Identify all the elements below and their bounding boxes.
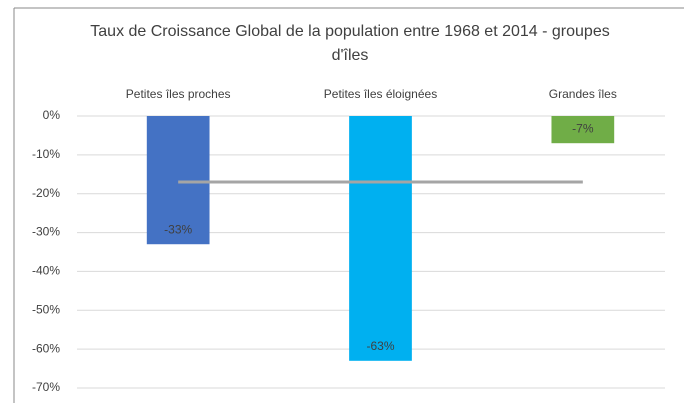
bar — [349, 116, 412, 361]
y-tick-label: -20% — [32, 186, 60, 200]
y-tick-label: -40% — [32, 264, 60, 278]
y-tick-label: -50% — [32, 302, 60, 316]
data-label: -63% — [366, 339, 394, 353]
x-tick-label: Grandes îles — [549, 87, 617, 101]
x-tick-label: Petites îles proches — [126, 87, 231, 101]
y-tick-label: 0% — [43, 108, 61, 122]
chart-title: Taux de Croissance Global de la populati… — [90, 23, 610, 64]
y-tick-label: -30% — [32, 225, 60, 239]
y-tick-label: -60% — [32, 341, 60, 355]
y-tick-label: -70% — [32, 380, 60, 394]
data-label: -7% — [572, 121, 594, 135]
x-tick-label: Petites îles éloignées — [324, 87, 437, 101]
bar — [551, 116, 615, 144]
y-tick-label: -10% — [32, 147, 60, 161]
bar — [146, 116, 210, 245]
data-label: -33% — [164, 222, 192, 236]
